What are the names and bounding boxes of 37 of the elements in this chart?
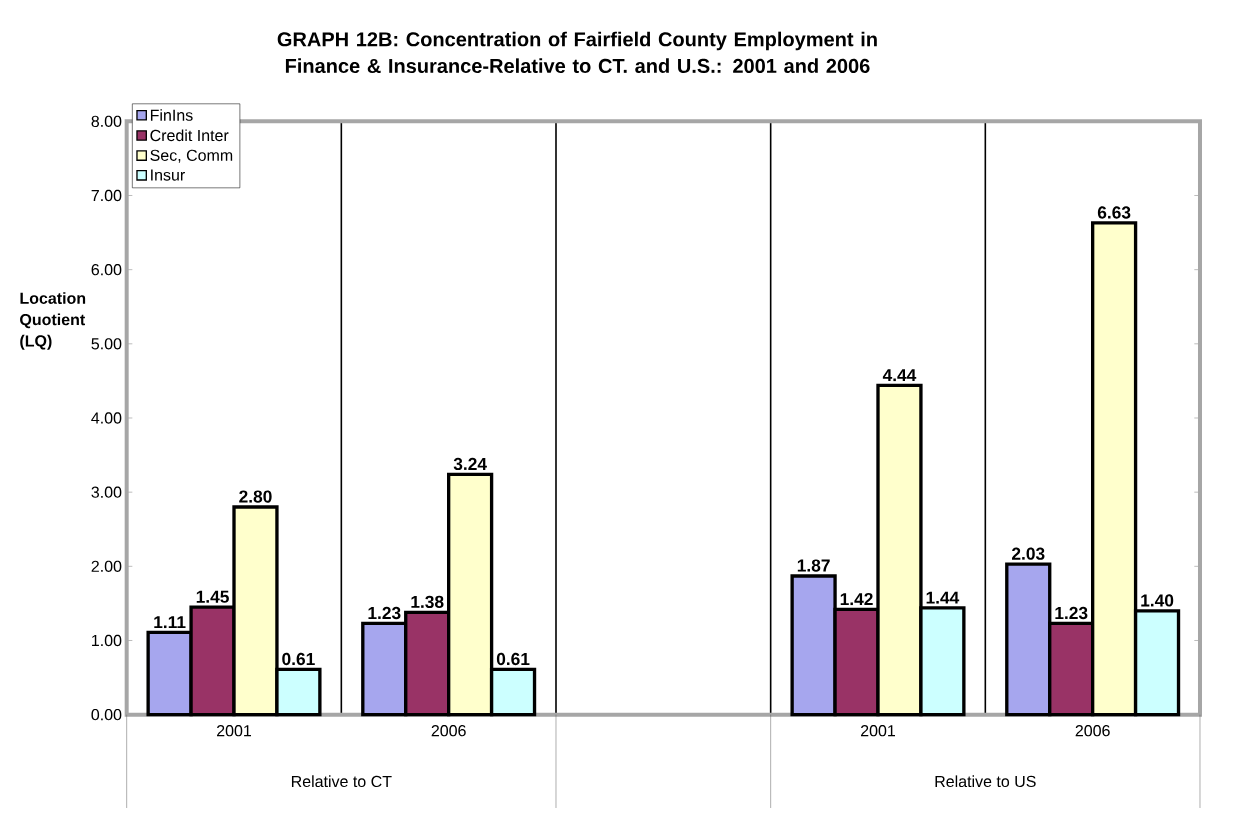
data-label: 2.80 (239, 490, 272, 503)
y-tick-label: 5.00 (91, 338, 122, 350)
data-label: 0.61 (282, 652, 315, 666)
data-label: 1.23 (1055, 606, 1088, 620)
y-tick-label: 2.00 (91, 560, 122, 572)
x-tick-label: 2001 (217, 725, 252, 737)
data-label: 0.61 (496, 652, 530, 666)
data-label: 6.63 (1097, 206, 1131, 219)
legend-label: FinIns (150, 109, 193, 121)
text: Relative to US (935, 775, 1036, 788)
data-label: 1.40 (1141, 594, 1174, 607)
data-label: 1.42 (840, 592, 873, 606)
text: Relative to CT (291, 775, 392, 788)
y-tick-label: 3.00 (91, 486, 122, 498)
y-tick-label: 7.00 (91, 189, 122, 202)
data-label: 1.11 (154, 616, 186, 629)
y-tick-label: 6.00 (91, 264, 122, 276)
x-tick-label: 2006 (1075, 725, 1110, 737)
x-tick-label: 2001 (860, 725, 895, 737)
y-tick-label: 0.00 (91, 708, 122, 721)
data-label: 1.23 (368, 606, 401, 620)
y-tick-label: 1.00 (92, 634, 122, 647)
legend-label: Sec, Comm (150, 149, 233, 163)
data-label: 3.24 (453, 457, 487, 471)
data-label: 1.38 (411, 595, 444, 609)
data-label: 1.44 (926, 591, 960, 604)
y-tick-label: 4.00 (91, 412, 122, 424)
data-label: 2.03 (1012, 547, 1045, 560)
legend-label: Insur (151, 169, 185, 181)
data-label: 4.44 (882, 369, 917, 382)
data-label: 1.87 (797, 559, 830, 572)
legend-label: Credit Inter (150, 129, 229, 142)
data-label: 1.45 (196, 590, 229, 603)
y-axis-title: Location Quotient (LQ) (20, 292, 86, 350)
x-tick-label: 2006 (431, 725, 466, 737)
y-tick-label: 8.00 (91, 115, 122, 127)
chart-title: GRAPH 12B: Concentration of Fairfield County Employment in Finance & Insurance-Relative to CT. and U.S.: 2001 and 2006 (277, 31, 877, 74)
